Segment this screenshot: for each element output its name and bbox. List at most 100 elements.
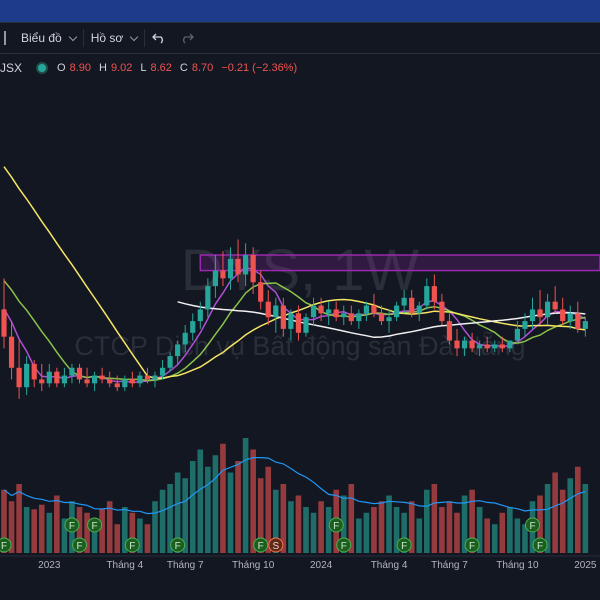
- volume-bar: [16, 484, 22, 553]
- volume-bar: [491, 524, 498, 553]
- volume-bar: [273, 489, 279, 553]
- candle-body: [461, 340, 468, 349]
- volume-bar: [552, 472, 558, 553]
- x-axis-tick-label: Tháng 7: [167, 560, 204, 571]
- candle-body: [220, 270, 226, 279]
- high-value: 9.02: [110, 62, 133, 74]
- volume-bar: [386, 495, 392, 553]
- volume-bar: [46, 512, 53, 553]
- volume-bar: [522, 524, 528, 553]
- volume-bar: [318, 501, 324, 553]
- toolbar-divider: [82, 29, 84, 47]
- event-marker-icon: [336, 537, 352, 553]
- event-marker-icon: [396, 537, 412, 553]
- chart-menu-button[interactable]: Biểu đồ: [14, 23, 83, 53]
- undo-button[interactable]: [145, 23, 173, 53]
- event-marker-icon: [170, 537, 186, 553]
- candle-body: [227, 258, 234, 279]
- candle-body: [545, 301, 551, 318]
- x-axis-tick-label: Tháng 4: [371, 560, 408, 571]
- event-marker-icon: [525, 517, 540, 533]
- candle-body: [159, 367, 166, 376]
- volume-bar: [182, 478, 188, 553]
- event-marker-glyph: F: [469, 541, 475, 552]
- candle-body: [499, 344, 505, 349]
- candle-body: [575, 313, 581, 329]
- candle-body: [446, 321, 453, 341]
- event-marker-icon: [124, 537, 140, 553]
- volume-bar: [469, 489, 475, 553]
- symbol-fragment[interactable]: JSX: [0, 61, 23, 75]
- volume-bar: [310, 512, 317, 553]
- candle-body: [182, 332, 188, 345]
- candle-body: [537, 309, 543, 318]
- x-axis-tick-label: 2023: [38, 560, 61, 571]
- volume-bar: [537, 495, 543, 553]
- candle-body: [409, 297, 415, 314]
- event-marker-icon: [253, 537, 269, 553]
- candle-body: [341, 313, 347, 318]
- event-marker-icon: [64, 517, 80, 533]
- volume-bar: [174, 472, 181, 553]
- resistance-zone: [199, 254, 600, 272]
- candle-body: [39, 379, 45, 384]
- ma-white-line: [177, 301, 586, 339]
- event-markers: F F F FF F F F F S F F F F: [0, 517, 548, 553]
- candle-body: [514, 328, 520, 341]
- ma-yellow-line: [3, 166, 586, 379]
- volume-bar: [401, 512, 407, 553]
- candles: [1, 239, 588, 399]
- volume-bar: [23, 507, 30, 553]
- open-label: O: [57, 62, 66, 74]
- volume-bar: [197, 449, 204, 553]
- x-axis: 2023 Tháng 4 Tháng 7 Tháng 10 2024 Tháng 4 Thá…: [0, 555, 600, 571]
- close-value: 8.70: [191, 62, 214, 74]
- volume-bar: [54, 495, 60, 553]
- open-value: 8.90: [69, 62, 91, 74]
- candle-body: [16, 367, 22, 388]
- resistance-zone-rect: [199, 254, 600, 272]
- event-marker-icon: [87, 517, 103, 533]
- volume-bar: [393, 507, 400, 553]
- event-marker-glyph: F: [401, 541, 407, 552]
- candle-body: [99, 375, 105, 380]
- candle-body: [295, 313, 302, 333]
- event-marker-glyph: F: [258, 541, 264, 552]
- candle-body: [356, 313, 362, 322]
- volume-bar: [288, 501, 294, 553]
- volume-bar: [446, 501, 453, 553]
- ohlc-legend: JSX O 8.90 H 9.02 L 8.62 C 8.70 −0.21 (−2.36…: [0, 60, 301, 76]
- candle-body: [326, 309, 332, 314]
- volume-bar: [507, 507, 513, 553]
- candle-body: [92, 375, 98, 384]
- volume-bar: [167, 484, 173, 553]
- event-marker-icon: [532, 537, 548, 553]
- volume-bar: [303, 507, 309, 553]
- undo-icon: [152, 33, 164, 44]
- volume-bar: [265, 466, 272, 553]
- profile-menu-button[interactable]: Hồ sơ: [84, 23, 145, 53]
- candle-body: [552, 301, 558, 310]
- chart-toolbar: Biểu đồ Hồ sơ: [0, 23, 600, 54]
- volume-bar: [220, 443, 226, 553]
- high-label: H: [99, 62, 107, 74]
- drag-handle-icon: [4, 31, 6, 45]
- volume-bar: [38, 504, 45, 553]
- volume-bar: [559, 489, 566, 553]
- event-marker-glyph: F: [341, 541, 347, 552]
- volume-bars: [1, 438, 589, 553]
- redo-button[interactable]: [173, 23, 201, 53]
- candle-body: [107, 379, 113, 384]
- candle-body: [122, 379, 128, 388]
- toolbar-left-icon[interactable]: [0, 23, 14, 53]
- volume-bar: [348, 484, 355, 553]
- candle-body: [401, 297, 407, 306]
- volume-bar: [363, 512, 370, 553]
- volume-bar: [250, 449, 256, 553]
- change-value: −0.21 (−2.36%): [221, 62, 298, 74]
- candle-body: [167, 356, 173, 368]
- volume-bar: [340, 495, 347, 553]
- candle-body: [288, 313, 294, 329]
- volume-bar: [1, 489, 7, 553]
